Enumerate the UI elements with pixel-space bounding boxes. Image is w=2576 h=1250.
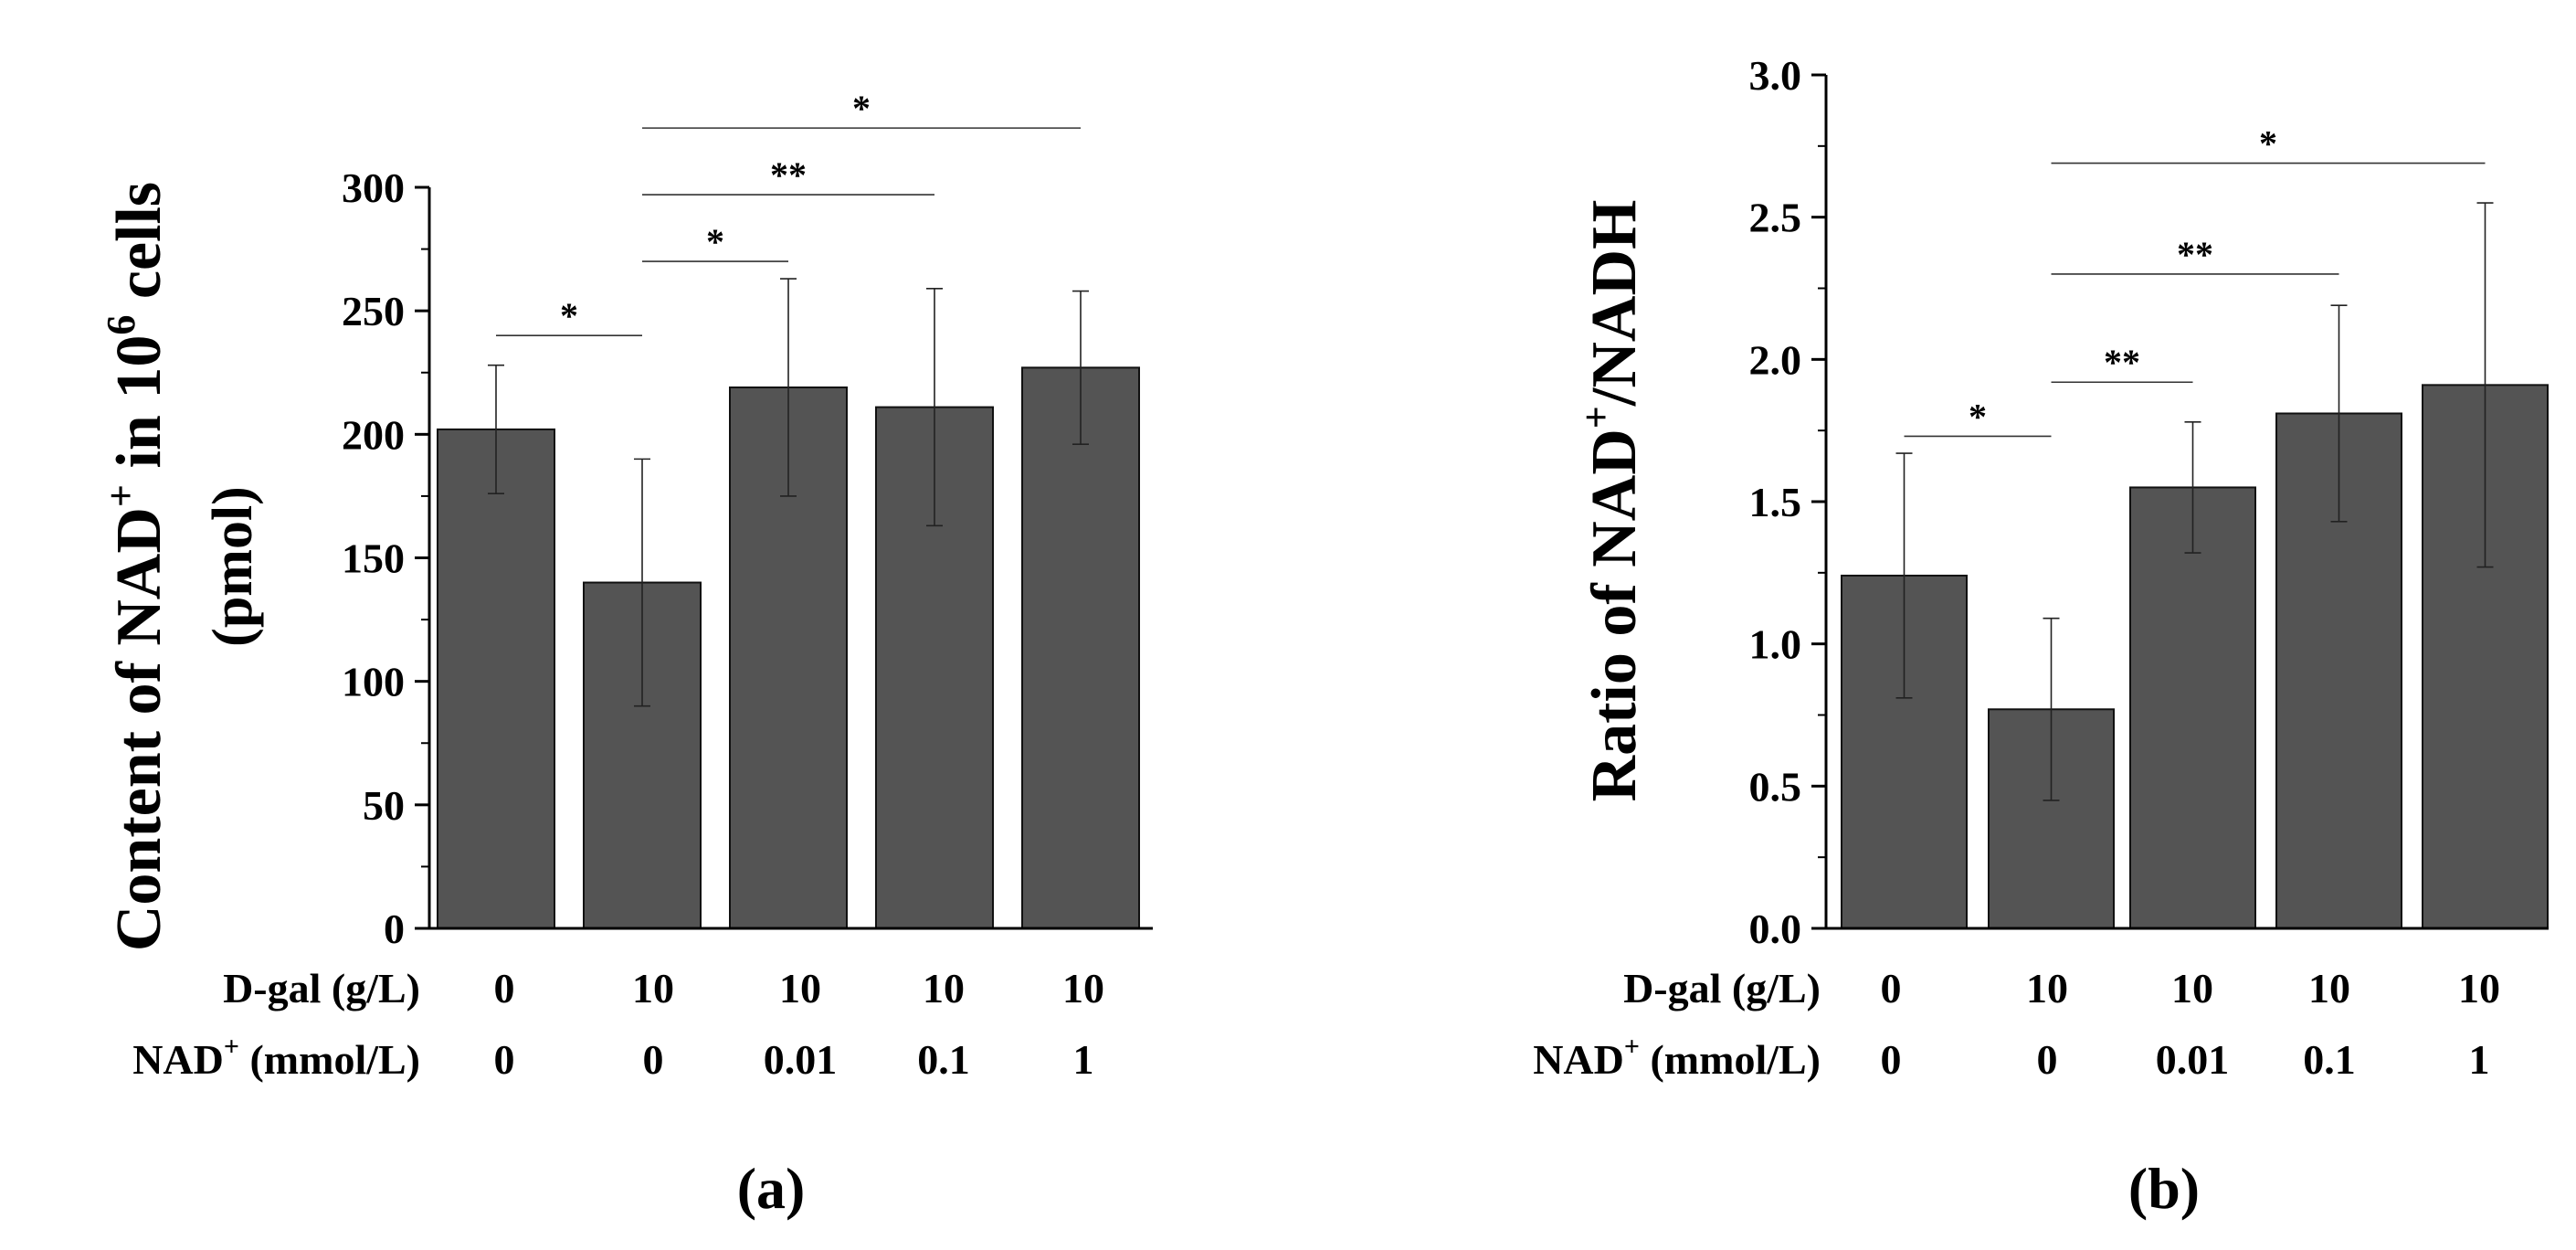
- significance-marker: *: [560, 295, 578, 336]
- y-tick-label: 2.0: [1749, 336, 1802, 383]
- dgal-value: 10: [923, 965, 965, 1012]
- y-axis-title-sup: +: [1574, 406, 1619, 429]
- y-tick-label: 1.5: [1749, 479, 1802, 525]
- nad-value: 0: [2037, 1036, 2058, 1083]
- nad-value: 0: [1881, 1036, 1902, 1083]
- significance-marker: *: [706, 221, 724, 262]
- nad-value: 1: [1073, 1036, 1094, 1083]
- dgal-value: 10: [1062, 965, 1104, 1012]
- significance-marker: *: [2259, 123, 2277, 164]
- y-tick-label: 200: [342, 411, 405, 458]
- panel-label: (a): [737, 1156, 806, 1221]
- nad-value: 1: [2469, 1036, 2490, 1083]
- nad-row-label-unit: (mmol/L): [1640, 1036, 1821, 1083]
- nad-value: 0: [643, 1036, 664, 1083]
- y-tick-label: 250: [342, 288, 405, 334]
- y-tick-label: 0.0: [1749, 906, 1802, 952]
- dgal-value: 0: [494, 965, 515, 1012]
- y-axis-title-sup: 6: [99, 315, 143, 335]
- y-tick-label: 50: [363, 782, 405, 829]
- y-tick-label: 3.0: [1749, 52, 1802, 99]
- dgal-value: 10: [2171, 965, 2213, 1012]
- nad-value: 0.01: [2156, 1036, 2230, 1083]
- bar: [1021, 366, 1140, 929]
- y-axis-title-sup: +: [99, 484, 143, 507]
- bar: [2129, 486, 2256, 930]
- y-tick-label: 0.5: [1749, 763, 1802, 810]
- bar: [437, 428, 555, 929]
- y-tick-label: 300: [342, 164, 405, 211]
- y-axis-title-line2: (pmol): [202, 486, 264, 647]
- significance-marker: *: [852, 88, 871, 129]
- significance-marker: **: [770, 154, 807, 196]
- panel-label: (b): [2128, 1156, 2200, 1221]
- y-tick-label: 150: [342, 535, 405, 582]
- y-tick-label: 1.0: [1749, 621, 1802, 668]
- dgal-value: 10: [2458, 965, 2500, 1012]
- nad-value: 0.1: [917, 1036, 970, 1083]
- y-axis-title: Content of NAD+ in 106 cells: [99, 182, 174, 951]
- significance-marker: **: [2104, 342, 2140, 383]
- significance-marker: *: [1969, 396, 1987, 437]
- dgal-row-label: D-gal (g/L): [1623, 965, 1821, 1012]
- nad-row-label-unit: (mmol/L): [239, 1036, 420, 1083]
- nad-value: 0.1: [2303, 1036, 2356, 1083]
- nad-row-label-base: NAD: [132, 1036, 224, 1083]
- nad-value: 0.01: [764, 1036, 838, 1083]
- y-tick-label: 2.5: [1749, 195, 1802, 241]
- dgal-value: 10: [779, 965, 821, 1012]
- y-axis-title-text: /NADH: [1579, 200, 1650, 408]
- y-axis-title-text: in 10: [104, 335, 174, 484]
- nad-row-label: NAD+ (mmol/L): [1533, 1032, 1821, 1083]
- dgal-value: 0: [1881, 965, 1902, 1012]
- y-tick-label: 0: [384, 906, 405, 952]
- chart-panel-b: 0.00.51.01.52.02.53.0******D-gal (g/L)NA…: [1533, 52, 2549, 1221]
- nad-row-label-base: NAD: [1533, 1036, 1624, 1083]
- y-axis-title-text: Content of NAD: [104, 507, 174, 951]
- dgal-value: 10: [632, 965, 674, 1012]
- significance-marker: **: [2177, 234, 2213, 275]
- y-tick-label: 100: [342, 659, 405, 705]
- nad-row-label-sup: +: [1624, 1032, 1640, 1062]
- nad-value: 0: [494, 1036, 515, 1083]
- dgal-row-label: D-gal (g/L): [223, 965, 420, 1012]
- y-axis-title: Ratio of NAD+/NADH: [1574, 200, 1650, 802]
- dgal-value: 10: [2026, 965, 2068, 1012]
- nad-row-label-sup: +: [224, 1032, 239, 1062]
- dgal-value: 10: [2308, 965, 2350, 1012]
- y-axis-title-text: cells: [104, 182, 174, 315]
- y-axis-title-text: Ratio of NAD: [1579, 429, 1650, 801]
- nad-row-label: NAD+ (mmol/L): [132, 1032, 420, 1083]
